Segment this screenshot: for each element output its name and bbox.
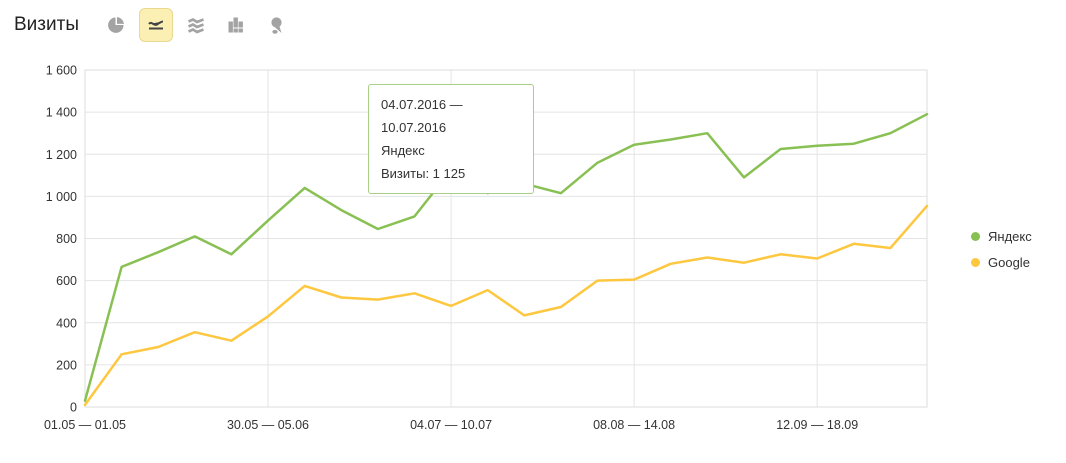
chart-type-stacked-area-button[interactable] xyxy=(179,8,213,42)
series-line-google[interactable] xyxy=(83,204,929,407)
y-tick-label: 400 xyxy=(56,316,77,330)
stacked-area-icon xyxy=(186,15,206,35)
chart-type-switcher xyxy=(99,8,293,42)
legend-dot-google xyxy=(971,258,980,267)
x-tick-label: 12.09 — 18.09 xyxy=(776,418,858,432)
pie-chart-icon xyxy=(106,15,126,35)
y-tick-label: 200 xyxy=(56,358,77,372)
y-tick-label: 1 000 xyxy=(46,190,77,204)
x-axis-labels: 01.05 — 01.05 30.05 — 05.06 04.07 — 10.0… xyxy=(44,418,858,432)
x-tick-label: 08.08 — 14.08 xyxy=(593,418,675,432)
v-gridlines xyxy=(267,70,818,407)
plot-border xyxy=(84,69,928,408)
legend-dot-yandex xyxy=(971,232,980,241)
tooltip-period: 04.07.2016 — 10.07.2016 xyxy=(381,97,463,135)
y-tick-label: 1 200 xyxy=(46,148,77,162)
tooltip-value: Визиты: 1 125 xyxy=(381,166,466,181)
page-title: Визиты xyxy=(14,14,79,35)
chart-type-map-button[interactable] xyxy=(259,8,293,42)
chart-legend: Яндекс Google xyxy=(971,229,1032,270)
x-tick-label: 01.05 — 01.05 xyxy=(44,418,126,432)
legend-item-google[interactable]: Google xyxy=(971,255,1032,270)
line-chart-icon xyxy=(146,15,166,35)
y-axis-labels: 1 600 1 400 1 200 1 000 800 600 400 200 … xyxy=(46,64,77,415)
y-tick-label: 1 600 xyxy=(46,64,77,78)
y-tick-label: 1 400 xyxy=(46,106,77,120)
y-tick-label: 600 xyxy=(56,274,77,288)
tooltip-series-name: Яндекс xyxy=(381,143,425,158)
chart-tooltip: 04.07.2016 — 10.07.2016 Яндекс Визиты: 1… xyxy=(368,84,534,194)
y-tick-label: 0 xyxy=(70,401,77,415)
chart-type-line-button[interactable] xyxy=(138,8,173,42)
column-chart-icon xyxy=(226,15,246,35)
legend-item-yandex[interactable]: Яндекс xyxy=(971,229,1032,244)
map-pin-icon xyxy=(266,15,286,35)
chart-type-pie-button[interactable] xyxy=(99,8,133,42)
chart-header: Визиты xyxy=(14,8,293,42)
x-tick-label: 04.07 — 10.07 xyxy=(410,418,492,432)
x-tick-label: 30.05 — 05.06 xyxy=(227,418,309,432)
legend-label-yandex: Яндекс xyxy=(988,229,1032,244)
y-tick-label: 800 xyxy=(56,232,77,246)
chart-type-columns-button[interactable] xyxy=(219,8,253,42)
legend-label-google: Google xyxy=(988,255,1030,270)
